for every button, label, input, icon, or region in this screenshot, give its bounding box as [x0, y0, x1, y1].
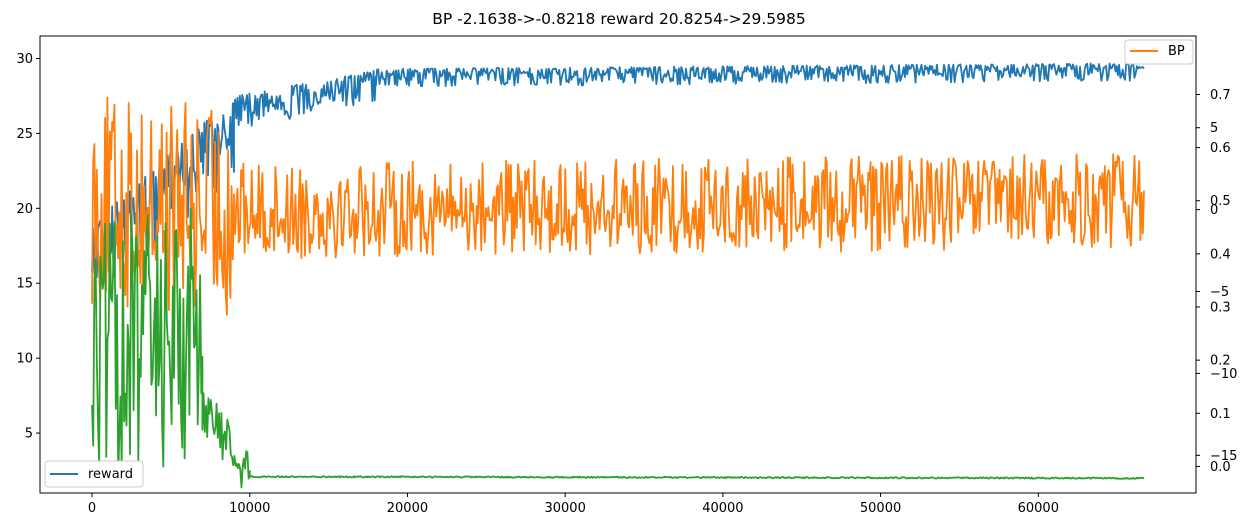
- series-line-unlabeled: [91, 207, 1145, 489]
- y-right-tick-label: 0.6: [1210, 141, 1231, 156]
- legend-bp-box: [1124, 39, 1194, 65]
- y-right-tick-label: −5: [1210, 285, 1229, 300]
- y-right-tick-label: 0.3: [1210, 301, 1231, 316]
- x-tick-label: 60000: [1018, 501, 1059, 516]
- y-right-tick-label: 0.7: [1210, 88, 1231, 103]
- y-right-tick-label: 0.4: [1210, 247, 1231, 262]
- y-left-tick-label: 30: [16, 52, 33, 67]
- y-left-tick-label: 25: [16, 127, 33, 142]
- x-tick-label: 30000: [544, 501, 585, 516]
- y-right-tick-label: −10: [1210, 367, 1237, 382]
- y-left-tick-label: 10: [16, 352, 33, 367]
- y-right-tick-label: −15: [1210, 449, 1237, 464]
- series-line-BP: [91, 96, 1145, 316]
- y-right-tick-label: 0.1: [1210, 407, 1231, 422]
- y-left-tick-label: 5: [25, 427, 33, 442]
- y-left-tick-label: 20: [16, 202, 33, 217]
- x-tick-label: 50000: [860, 501, 901, 516]
- legend-bp-label: BP: [1168, 44, 1185, 59]
- x-tick-label: 20000: [387, 501, 428, 516]
- y-right-tick-label: 0: [1210, 203, 1218, 218]
- x-tick-label: 40000: [702, 501, 743, 516]
- y-left-tick-label: 15: [16, 277, 33, 292]
- y-right-tick-label: 0.5: [1210, 194, 1231, 209]
- legend-bp: BP: [1124, 39, 1194, 65]
- plot-frame: [39, 35, 1197, 494]
- x-tick-label: 0: [88, 501, 96, 516]
- y-right-tick-label: 0.0: [1210, 460, 1231, 475]
- x-tick-label: 10000: [229, 501, 270, 516]
- legend-reward-box: [44, 460, 144, 488]
- series-line-reward: [91, 62, 1145, 278]
- legend-reward: reward: [44, 460, 144, 488]
- y-right-tick-label: 5: [1210, 121, 1218, 136]
- chart-title: BP -2.1638->-0.8218 reward 20.8254->29.5…: [432, 10, 805, 28]
- legend-reward-label: reward: [88, 467, 133, 482]
- y-right-tick-label: 0.2: [1210, 354, 1231, 369]
